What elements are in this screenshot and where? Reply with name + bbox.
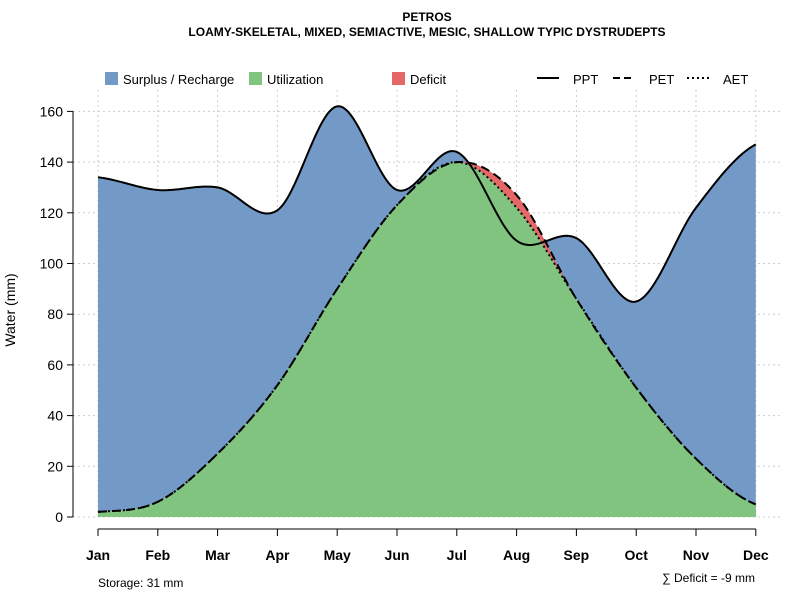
legend-label: Deficit	[410, 72, 447, 87]
x-tick-label-oct: Oct	[625, 547, 649, 563]
y-tick-label: 0	[55, 509, 63, 525]
y-tick-label: 60	[47, 357, 63, 373]
x-tick-label-nov: Nov	[683, 547, 710, 563]
legend-label: Surplus / Recharge	[123, 72, 234, 87]
legend-item-aet: AET	[687, 72, 748, 87]
y-tick-label: 140	[40, 154, 64, 170]
chart-subtitle: LOAMY-SKELETAL, MIXED, SEMIACTIVE, MESIC…	[188, 25, 665, 39]
chart-legend: Surplus / Recharge Utilization Deficit PPT P…	[105, 72, 748, 87]
deficit-note: ∑ Deficit = -9 mm	[662, 571, 755, 585]
y-tick-label: 100	[40, 256, 64, 272]
x-tick-label-apr: Apr	[265, 547, 290, 563]
y-tick-label: 20	[47, 458, 63, 474]
plot-area: 0 20 40 60 80 100 120 140 160 Jan Feb Mar Apr May Jun J…	[40, 90, 781, 563]
legend-item-surplus-recharge: Surplus / Recharge	[105, 72, 234, 87]
x-tick-label-jul: Jul	[447, 547, 467, 563]
x-tick-label-dec: Dec	[743, 547, 769, 563]
legend-item-deficit: Deficit	[392, 72, 447, 87]
x-tick-label-jan: Jan	[86, 547, 110, 563]
legend-swatch	[249, 72, 262, 85]
legend-item-ppt: PPT	[537, 72, 598, 87]
utilization-area	[98, 162, 756, 517]
legend-swatch	[392, 72, 405, 85]
legend-label: PPT	[573, 72, 598, 87]
y-axis-title: Water (mm)	[2, 273, 18, 346]
y-tick-label: 120	[40, 205, 64, 221]
legend-label: PET	[649, 72, 674, 87]
x-tick-label-sep: Sep	[564, 547, 590, 563]
legend-swatch	[105, 72, 118, 85]
y-tick-label: 80	[47, 306, 63, 322]
legend-item-pet: PET	[613, 72, 674, 87]
y-tick-label: 40	[47, 408, 63, 424]
y-tick-label: 160	[40, 103, 64, 119]
chart-title: PETROS	[402, 10, 451, 24]
x-tick-label-mar: Mar	[205, 547, 230, 563]
x-tick-label-jun: Jun	[385, 547, 410, 563]
storage-note: Storage: 31 mm	[98, 576, 183, 590]
legend-item-utilization: Utilization	[249, 72, 323, 87]
x-tick-label-feb: Feb	[145, 547, 170, 563]
x-tick-label-may: May	[324, 547, 351, 563]
series-line-ppt	[97, 105, 757, 303]
legend-label: AET	[723, 72, 748, 87]
x-tick-label-aug: Aug	[503, 547, 530, 563]
legend-label: Utilization	[267, 72, 323, 87]
series-line-aet	[97, 161, 757, 513]
